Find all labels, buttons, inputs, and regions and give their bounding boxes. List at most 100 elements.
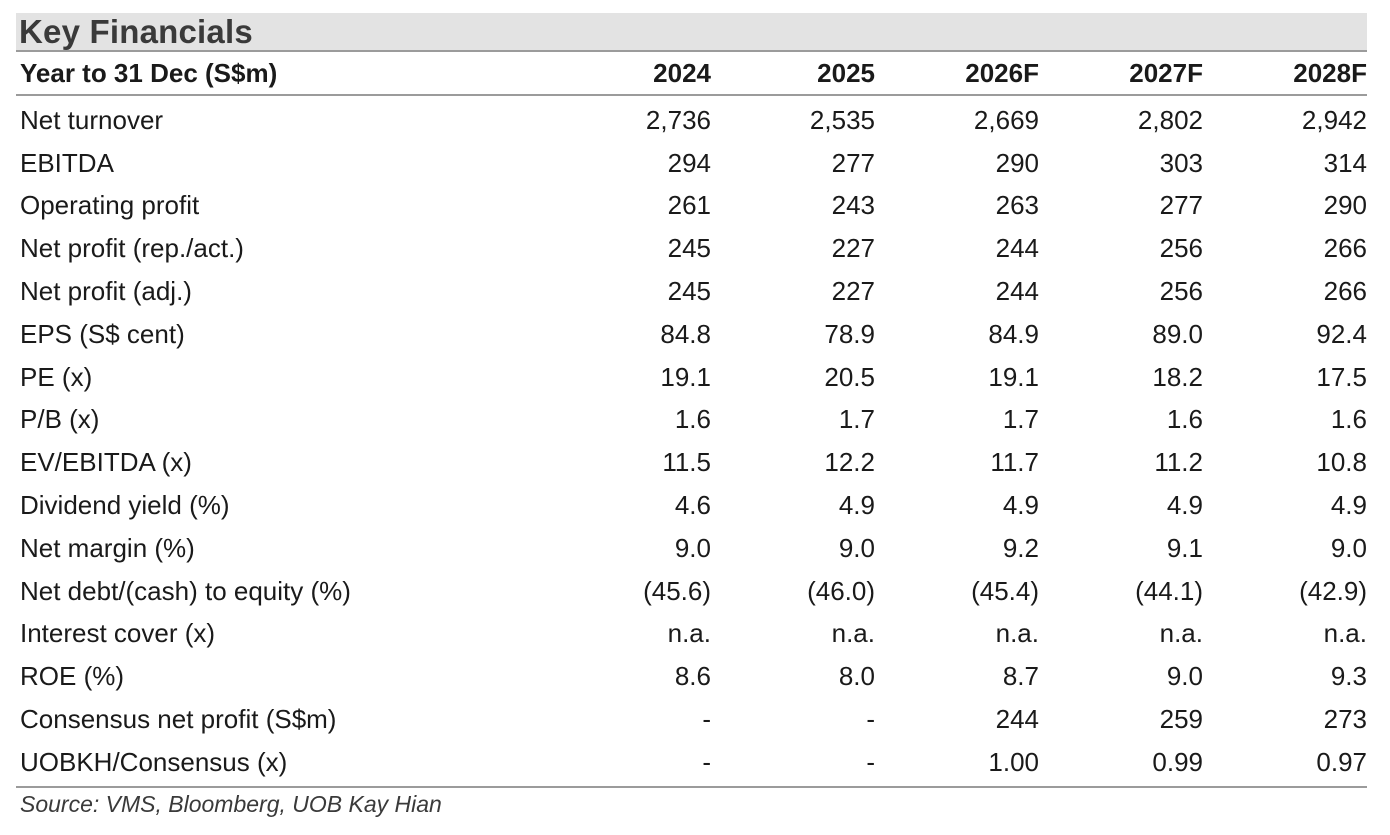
row-label: Consensus net profit (S$m): [20, 704, 337, 735]
row-value: 290: [995, 147, 1039, 178]
row-value: n.a.: [1323, 618, 1367, 649]
row-value: 261: [667, 190, 711, 221]
row-value: 266: [1323, 233, 1367, 264]
row-value: 227: [831, 233, 875, 264]
row-value: 245: [667, 233, 711, 264]
table-row: Net margin (%) 9.0 9.0 9.2 9.1 9.0: [16, 527, 1367, 570]
row-value: 12.2: [824, 447, 875, 478]
row-value: 18.2: [1152, 361, 1203, 392]
row-value: 4.9: [838, 490, 875, 521]
row-value: 9.0: [1166, 661, 1203, 692]
row-label: PE (x): [20, 361, 93, 392]
row-value: 2,669: [973, 104, 1039, 135]
row-value: 244: [995, 276, 1039, 307]
header-year: 2026F: [965, 57, 1039, 88]
header-row: Year to 31 Dec (S$m) 2024 2025 2026F 202…: [16, 52, 1367, 96]
row-value: n.a.: [995, 618, 1039, 649]
row-value: 244: [995, 233, 1039, 264]
row-label: Net turnover: [20, 104, 164, 135]
row-value: 266: [1323, 276, 1367, 307]
table-row: Interest cover (x) n.a. n.a. n.a. n.a. n.a.: [16, 613, 1367, 656]
row-value: 2,535: [809, 104, 875, 135]
row-label: P/B (x): [20, 404, 100, 435]
row-value: 8.7: [1002, 661, 1039, 692]
row-value: n.a.: [1159, 618, 1203, 649]
row-label: ROE (%): [20, 661, 124, 692]
row-value: 1.7: [1002, 404, 1039, 435]
table-row: P/B (x) 1.6 1.7 1.7 1.6 1.6: [16, 399, 1367, 442]
row-value: 243: [831, 190, 875, 221]
source-note: Source: VMS, Bloomberg, UOB Kay Hian: [20, 790, 442, 817]
table-row: Net profit (rep./act.) 245 227 244 256 266: [16, 227, 1367, 270]
row-value: 8.6: [674, 661, 711, 692]
row-label: UOBKH/Consensus (x): [20, 746, 288, 777]
row-value: 0.97: [1316, 746, 1367, 777]
row-value: -: [866, 746, 875, 777]
row-label: Net profit (adj.): [20, 276, 192, 307]
row-value: 277: [1159, 190, 1203, 221]
row-label: Operating profit: [20, 190, 200, 221]
table-row: Consensus net profit (S$m) - - 244 259 273: [16, 698, 1367, 741]
row-value: 256: [1159, 276, 1203, 307]
row-value: 9.1: [1166, 532, 1203, 563]
table-row: ROE (%) 8.6 8.0 8.7 9.0 9.3: [16, 655, 1367, 698]
table-row: Operating profit 261 243 263 277 290: [16, 185, 1367, 228]
table-row: Net turnover 2,736 2,535 2,669 2,802 2,942: [16, 99, 1367, 142]
row-value: (42.9): [1299, 575, 1367, 606]
row-value: 9.0: [1330, 532, 1367, 563]
table-row: UOBKH/Consensus (x) - - 1.00 0.99 0.97: [16, 741, 1367, 784]
row-value: 2,802: [1137, 104, 1203, 135]
row-value: -: [702, 704, 711, 735]
row-value: 9.0: [674, 532, 711, 563]
row-value: 259: [1159, 704, 1203, 735]
row-value: 1.6: [674, 404, 711, 435]
row-value: 2,736: [645, 104, 711, 135]
row-value: -: [702, 746, 711, 777]
row-value: 11.2: [1154, 447, 1203, 478]
row-value: (45.4): [971, 575, 1039, 606]
row-label: Net margin (%): [20, 532, 195, 563]
title-bar: Key Financials: [16, 13, 1367, 52]
row-value: (45.6): [643, 575, 711, 606]
row-value: 314: [1323, 147, 1367, 178]
row-value: 4.9: [1002, 490, 1039, 521]
row-value: (44.1): [1135, 575, 1203, 606]
row-value: 290: [1323, 190, 1367, 221]
row-value: 0.99: [1152, 746, 1203, 777]
row-value: 9.0: [838, 532, 875, 563]
row-label: Dividend yield (%): [20, 490, 230, 521]
row-value: 19.1: [988, 361, 1039, 392]
row-value: 92.4: [1316, 318, 1367, 349]
row-value: 17.5: [1316, 361, 1367, 392]
row-value: 8.0: [838, 661, 875, 692]
row-value: 4.9: [1166, 490, 1203, 521]
table-row: EPS (S$ cent) 84.8 78.9 84.9 89.0 92.4: [16, 313, 1367, 356]
row-value: 263: [995, 190, 1039, 221]
table-row: EBITDA 294 277 290 303 314: [16, 142, 1367, 185]
row-value: 303: [1159, 147, 1203, 178]
key-financials-table: Key Financials Year to 31 Dec (S$m) 2024…: [16, 13, 1367, 818]
header-year: 2028F: [1293, 57, 1367, 88]
row-value: 277: [831, 147, 875, 178]
row-label: EV/EBITDA (x): [20, 447, 192, 478]
row-value: n.a.: [667, 618, 711, 649]
header-year: 2024: [653, 57, 711, 88]
table-row: PE (x) 19.1 20.5 19.1 18.2 17.5: [16, 356, 1367, 399]
row-value: 11.5: [662, 447, 711, 478]
header-year: 2025: [817, 57, 875, 88]
row-value: 20.5: [824, 361, 875, 392]
row-value: (46.0): [807, 575, 875, 606]
row-value: n.a.: [831, 618, 875, 649]
row-value: 89.0: [1152, 318, 1203, 349]
table-row: EV/EBITDA (x) 11.5 12.2 11.7 11.2 10.8: [16, 441, 1367, 484]
row-value: 273: [1323, 704, 1367, 735]
table-body: Net turnover 2,736 2,535 2,669 2,802 2,942 EBI…: [16, 96, 1367, 788]
row-label: Net profit (rep./act.): [20, 233, 244, 264]
row-value: 9.2: [1002, 532, 1039, 563]
row-value: 10.8: [1316, 447, 1367, 478]
row-value: 227: [831, 276, 875, 307]
row-value: 84.9: [988, 318, 1039, 349]
row-value: -: [866, 704, 875, 735]
row-value: 11.7: [990, 447, 1039, 478]
row-value: 4.6: [674, 490, 711, 521]
